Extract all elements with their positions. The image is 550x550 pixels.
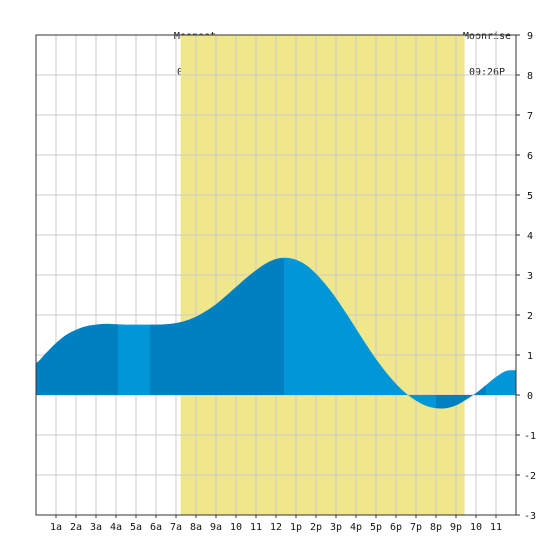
x-tick-label: 11 bbox=[250, 522, 262, 533]
x-tick-label: 3p bbox=[330, 522, 342, 533]
x-tick-label: 4a bbox=[110, 522, 122, 533]
x-tick-label: 10 bbox=[230, 522, 242, 533]
moonrise-title: Moonrise bbox=[462, 31, 512, 42]
x-tick-label: 12 bbox=[270, 522, 282, 533]
y-tick-label: -2 bbox=[524, 471, 536, 482]
tide-area-segment bbox=[284, 257, 436, 409]
y-tick-label: 7 bbox=[527, 111, 533, 122]
tide-area-layer bbox=[36, 257, 516, 409]
y-tick-label: 6 bbox=[527, 151, 533, 162]
x-tick-label: 4p bbox=[350, 522, 362, 533]
x-tick-label: 10 bbox=[470, 522, 482, 533]
x-tick-label: 9a bbox=[210, 522, 222, 533]
x-tick-label: 5a bbox=[130, 522, 142, 533]
moonrise-label: Moonrise 09:26P bbox=[455, 7, 519, 91]
y-tick-label: 0 bbox=[527, 391, 533, 402]
x-tick-label: 11 bbox=[490, 522, 502, 533]
moonrise-time: 09:26P bbox=[468, 67, 506, 78]
x-tick-label: 2a bbox=[70, 522, 82, 533]
x-tick-label: 7p bbox=[410, 522, 422, 533]
y-tick-label: 9 bbox=[527, 31, 533, 42]
x-tick-label: 1a bbox=[50, 522, 62, 533]
tide-area-segment bbox=[36, 323, 118, 395]
x-tick-label: 9p bbox=[450, 522, 462, 533]
y-tick-label: 8 bbox=[527, 71, 533, 82]
x-tick-label: 2p bbox=[310, 522, 322, 533]
y-tick-label: 1 bbox=[527, 351, 533, 362]
tide-area-segment bbox=[436, 385, 486, 409]
x-tick-label: 3a bbox=[90, 522, 102, 533]
x-tick-label: 5p bbox=[370, 522, 382, 533]
x-tick-label: 6p bbox=[390, 522, 402, 533]
y-tick-label: 4 bbox=[527, 231, 533, 242]
x-tick-label: 8a bbox=[190, 522, 202, 533]
x-tick-label: 7a bbox=[170, 522, 182, 533]
grid-layer bbox=[36, 35, 516, 515]
tide-area-segment bbox=[118, 324, 150, 395]
y-tick-label: -3 bbox=[524, 511, 536, 522]
y-tick-label: -1 bbox=[524, 431, 536, 442]
tide-area-segment bbox=[150, 257, 284, 395]
y-tick-label: 2 bbox=[527, 311, 533, 322]
y-tick-label: 5 bbox=[527, 191, 533, 202]
x-tick-label: 8p bbox=[430, 522, 442, 533]
x-tick-label: 6a bbox=[150, 522, 162, 533]
y-tick-label: 3 bbox=[527, 271, 533, 282]
x-tick-label: 1p bbox=[290, 522, 302, 533]
tide-area-segment bbox=[486, 370, 516, 395]
